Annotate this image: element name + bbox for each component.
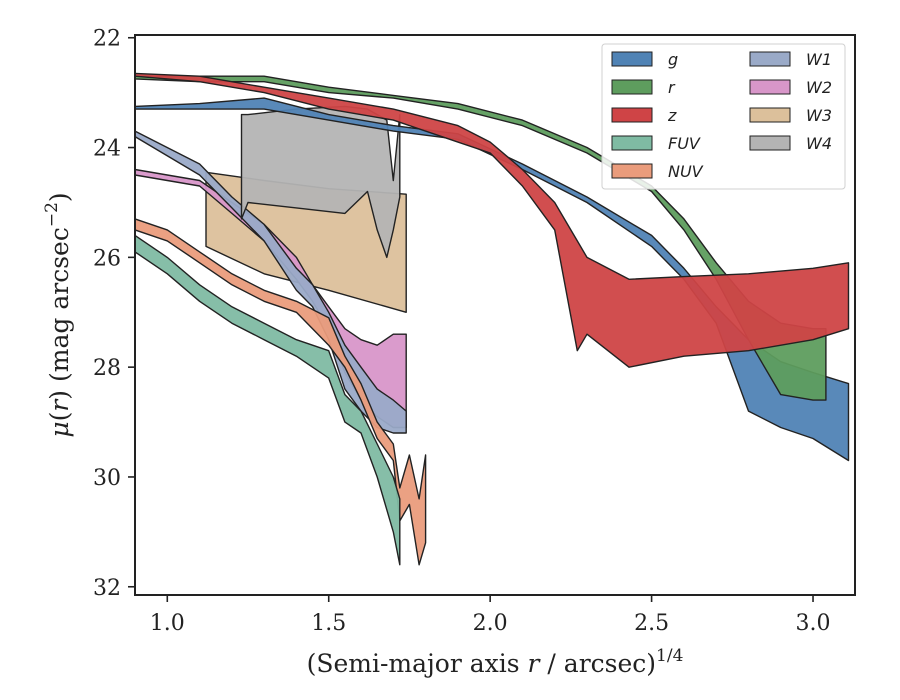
y-tick-label: 22 [93, 27, 121, 52]
x-tick-label: 2.5 [634, 611, 669, 636]
legend-swatch-w1 [749, 51, 791, 67]
x-tick-label: 1.0 [150, 611, 185, 636]
legend: grz FUV NUV W1 W2 W3 W4 [601, 43, 846, 190]
legend-label-z: z [667, 106, 677, 125]
legend-label-w2: W2 [806, 78, 832, 97]
y-tick-label: 28 [93, 356, 121, 381]
legend-swatch-r [611, 79, 653, 95]
series-band-z [134, 72, 850, 368]
legend-label-fuv: FUV [668, 134, 701, 153]
legend-label-w4: W4 [806, 134, 832, 153]
plot-frame [134, 34, 856, 596]
y-tick-label: 32 [93, 576, 121, 601]
legend-swatch-z [611, 107, 653, 123]
x-tick-label: 2.0 [473, 611, 508, 636]
legend-label-w3: W3 [806, 106, 832, 125]
y-tick-label: 24 [93, 137, 121, 162]
legend-label-w1: W1 [806, 50, 832, 69]
legend-swatch-w2 [749, 79, 791, 95]
x-tick-label: 3.0 [796, 611, 831, 636]
series-band-r [134, 75, 827, 401]
legend-swatch-g [611, 51, 653, 67]
legend-swatch-w4 [749, 135, 791, 151]
legend-label-nuv: NUV [668, 162, 704, 181]
legend-swatch-nuv [611, 163, 653, 179]
y-tick-label: 26 [93, 246, 121, 271]
x-tick-label: 1.5 [311, 611, 346, 636]
legend-swatch-w3 [749, 107, 791, 123]
y-axis-label: μ(r) (mag arcsec−2) [42, 192, 74, 437]
profile-bands [134, 72, 850, 566]
x-axis-label: (Semi-major axis r / arcsec)1/4 [307, 646, 684, 678]
series-band-nuv [134, 218, 427, 566]
legend-label-g: g [668, 50, 678, 69]
y-axis-ticks: 22 24 26 28 30 32 [93, 27, 135, 601]
legend-swatch-fuv [611, 135, 653, 151]
legend-label-r: r [668, 78, 676, 97]
series-band-fuv [134, 234, 401, 566]
y-tick-label: 30 [93, 466, 121, 491]
x-axis-ticks: 1.0 1.5 2.0 2.5 3.0 [150, 595, 831, 636]
